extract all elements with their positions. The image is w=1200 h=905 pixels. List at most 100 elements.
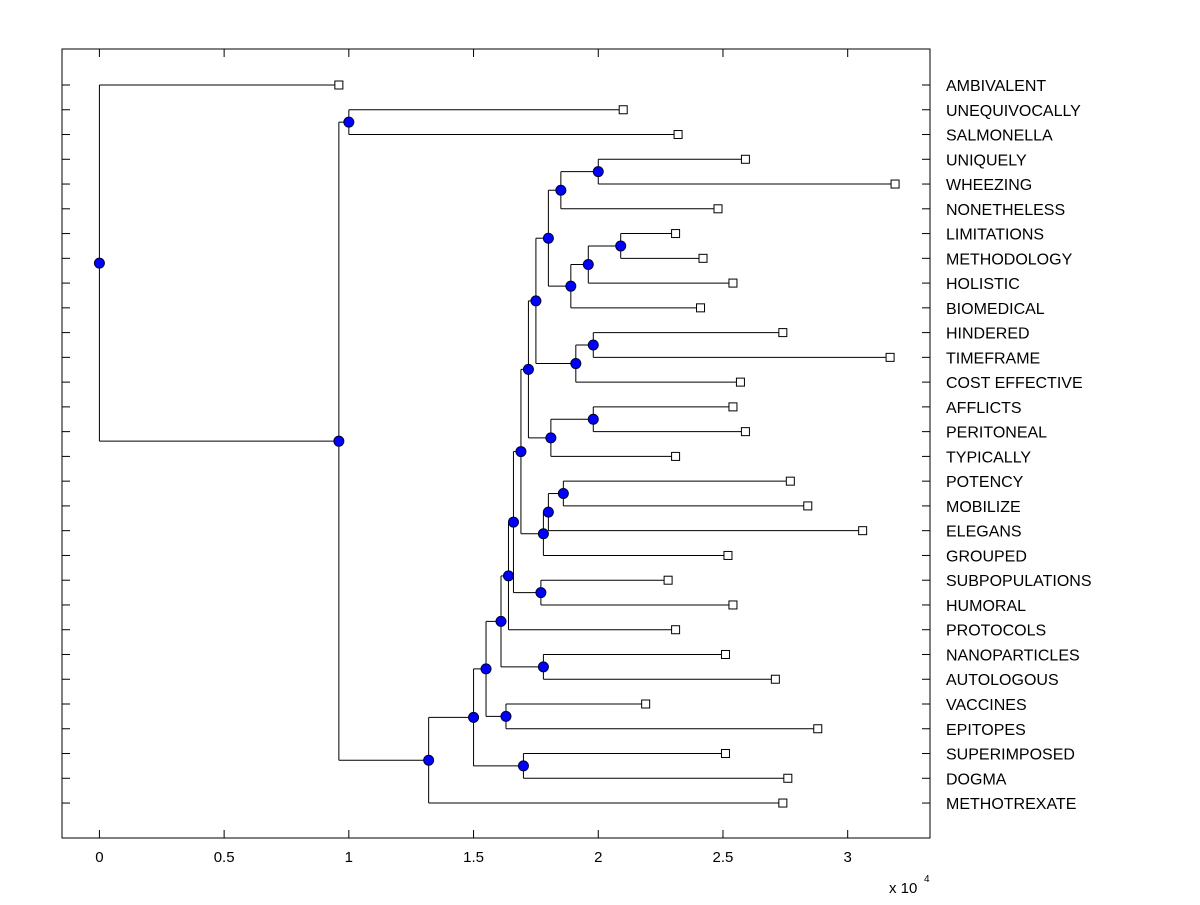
leaf-marker: [723, 550, 733, 560]
node-marker: [507, 516, 519, 528]
leaf-label: AMBIVALENT: [946, 78, 1046, 95]
node-marker: [530, 295, 542, 307]
leaf-marker: [735, 377, 745, 387]
leaf-label: PROTOCOLS: [946, 623, 1046, 640]
leaf-label: NANOPARTICLES: [946, 647, 1080, 664]
leaf-marker: [671, 625, 681, 635]
node-marker: [515, 446, 527, 458]
leaf-markers: [334, 80, 900, 808]
leaf-marker: [671, 451, 681, 461]
leaf-label: UNEQUIVOCALLY: [946, 103, 1081, 120]
node-marker: [555, 184, 567, 196]
leaf-marker: [720, 749, 730, 759]
leaf-marker: [728, 600, 738, 610]
leaf-marker: [858, 526, 868, 536]
node-marker: [500, 710, 512, 722]
x-tick-label: 1: [345, 849, 353, 866]
leaf-marker: [671, 229, 681, 239]
node-marker: [468, 711, 480, 723]
leaf-marker: [885, 352, 895, 362]
leaf-marker: [720, 649, 730, 659]
leaf-marker: [740, 154, 750, 164]
node-marker: [587, 413, 599, 425]
node-marker: [615, 240, 627, 252]
leaf-label: SUBPOPULATIONS: [946, 573, 1092, 590]
node-marker: [93, 257, 105, 269]
leaf-label: WHEEZING: [946, 177, 1032, 194]
x-tick-label: 3: [844, 849, 852, 866]
leaf-marker: [696, 303, 706, 313]
node-marker: [480, 663, 492, 675]
leaf-label: METHOTREXATE: [946, 796, 1076, 813]
x-tick-label: 2.5: [713, 849, 734, 866]
leaf-label: METHODOLOGY: [946, 251, 1073, 268]
node-marker: [557, 488, 569, 500]
plot-frame: [61, 48, 931, 839]
x-scale-exponent: 4: [924, 874, 930, 885]
leaf-label: MOBILIZE: [946, 499, 1021, 516]
leaf-label: TYPICALLY: [946, 449, 1031, 466]
leaf-marker: [728, 402, 738, 412]
x-tick-label: 0.5: [214, 849, 235, 866]
leaf-labels: AMBIVALENT UNEQUIVOCALLY SALMONELLA UNIQUEL…: [946, 78, 1092, 813]
leaf-label: HINDERED: [946, 326, 1030, 343]
node-marker: [537, 661, 549, 673]
leaf-label: SUPERIMPOSED: [946, 747, 1075, 764]
leaf-label: HOLISTIC: [946, 276, 1020, 293]
leaf-marker: [698, 253, 708, 263]
leaf-marker: [803, 501, 813, 511]
node-marker: [502, 570, 514, 582]
leaf-marker: [334, 80, 344, 90]
node-marker: [535, 587, 547, 599]
y-ticks: [62, 84, 930, 804]
node-marker: [570, 358, 582, 370]
x-tick-label: 0: [95, 849, 103, 866]
node-markers: [93, 116, 627, 772]
leaf-label: PERITONEAL: [946, 425, 1047, 442]
leaf-label: DOGMA: [946, 771, 1007, 788]
node-marker: [587, 339, 599, 351]
leaf-label: TIMEFRAME: [946, 350, 1040, 367]
leaf-marker: [785, 476, 795, 486]
node-marker: [495, 615, 507, 627]
leaf-label: NONETHELESS: [946, 202, 1065, 219]
node-marker: [565, 280, 577, 292]
node-marker: [592, 166, 604, 178]
x-axis: 0 0.5 1 1.5 2 2.5 3: [95, 49, 852, 866]
leaf-marker: [813, 724, 823, 734]
leaf-label: COST EFFECTIVE: [946, 375, 1083, 392]
leaf-label: POTENCY: [946, 474, 1024, 491]
node-marker: [545, 432, 557, 444]
x-tick-label: 1.5: [463, 849, 484, 866]
leaf-marker: [770, 674, 780, 684]
leaf-label: BIOMEDICAL: [946, 301, 1045, 318]
node-marker: [542, 232, 554, 244]
node-marker: [537, 528, 549, 540]
leaf-label: ELEGANS: [946, 524, 1022, 541]
leaf-label: UNIQUELY: [946, 152, 1027, 169]
node-marker: [517, 760, 529, 772]
node-marker: [522, 363, 534, 375]
leaf-marker: [673, 130, 683, 140]
leaf-marker: [713, 204, 723, 214]
leaf-label: AFFLICTS: [946, 400, 1022, 417]
leaf-marker: [778, 328, 788, 338]
leaf-marker: [783, 773, 793, 783]
leaf-label: AUTOLOGOUS: [946, 672, 1059, 689]
leaf-marker: [663, 575, 673, 585]
leaf-label: SALMONELLA: [946, 128, 1053, 145]
leaf-marker: [728, 278, 738, 288]
leaf-label: EPITOPES: [946, 722, 1026, 739]
x-scale-label: x 10: [889, 880, 917, 897]
leaf-marker: [890, 179, 900, 189]
node-marker: [333, 435, 345, 447]
x-tick-label: 2: [594, 849, 602, 866]
leaf-marker: [618, 105, 628, 115]
leaf-label: HUMORAL: [946, 598, 1026, 615]
node-marker: [582, 259, 594, 271]
node-marker: [542, 506, 554, 518]
leaf-label: LIMITATIONS: [946, 227, 1044, 244]
leaf-marker: [641, 699, 651, 709]
leaf-marker: [778, 798, 788, 808]
